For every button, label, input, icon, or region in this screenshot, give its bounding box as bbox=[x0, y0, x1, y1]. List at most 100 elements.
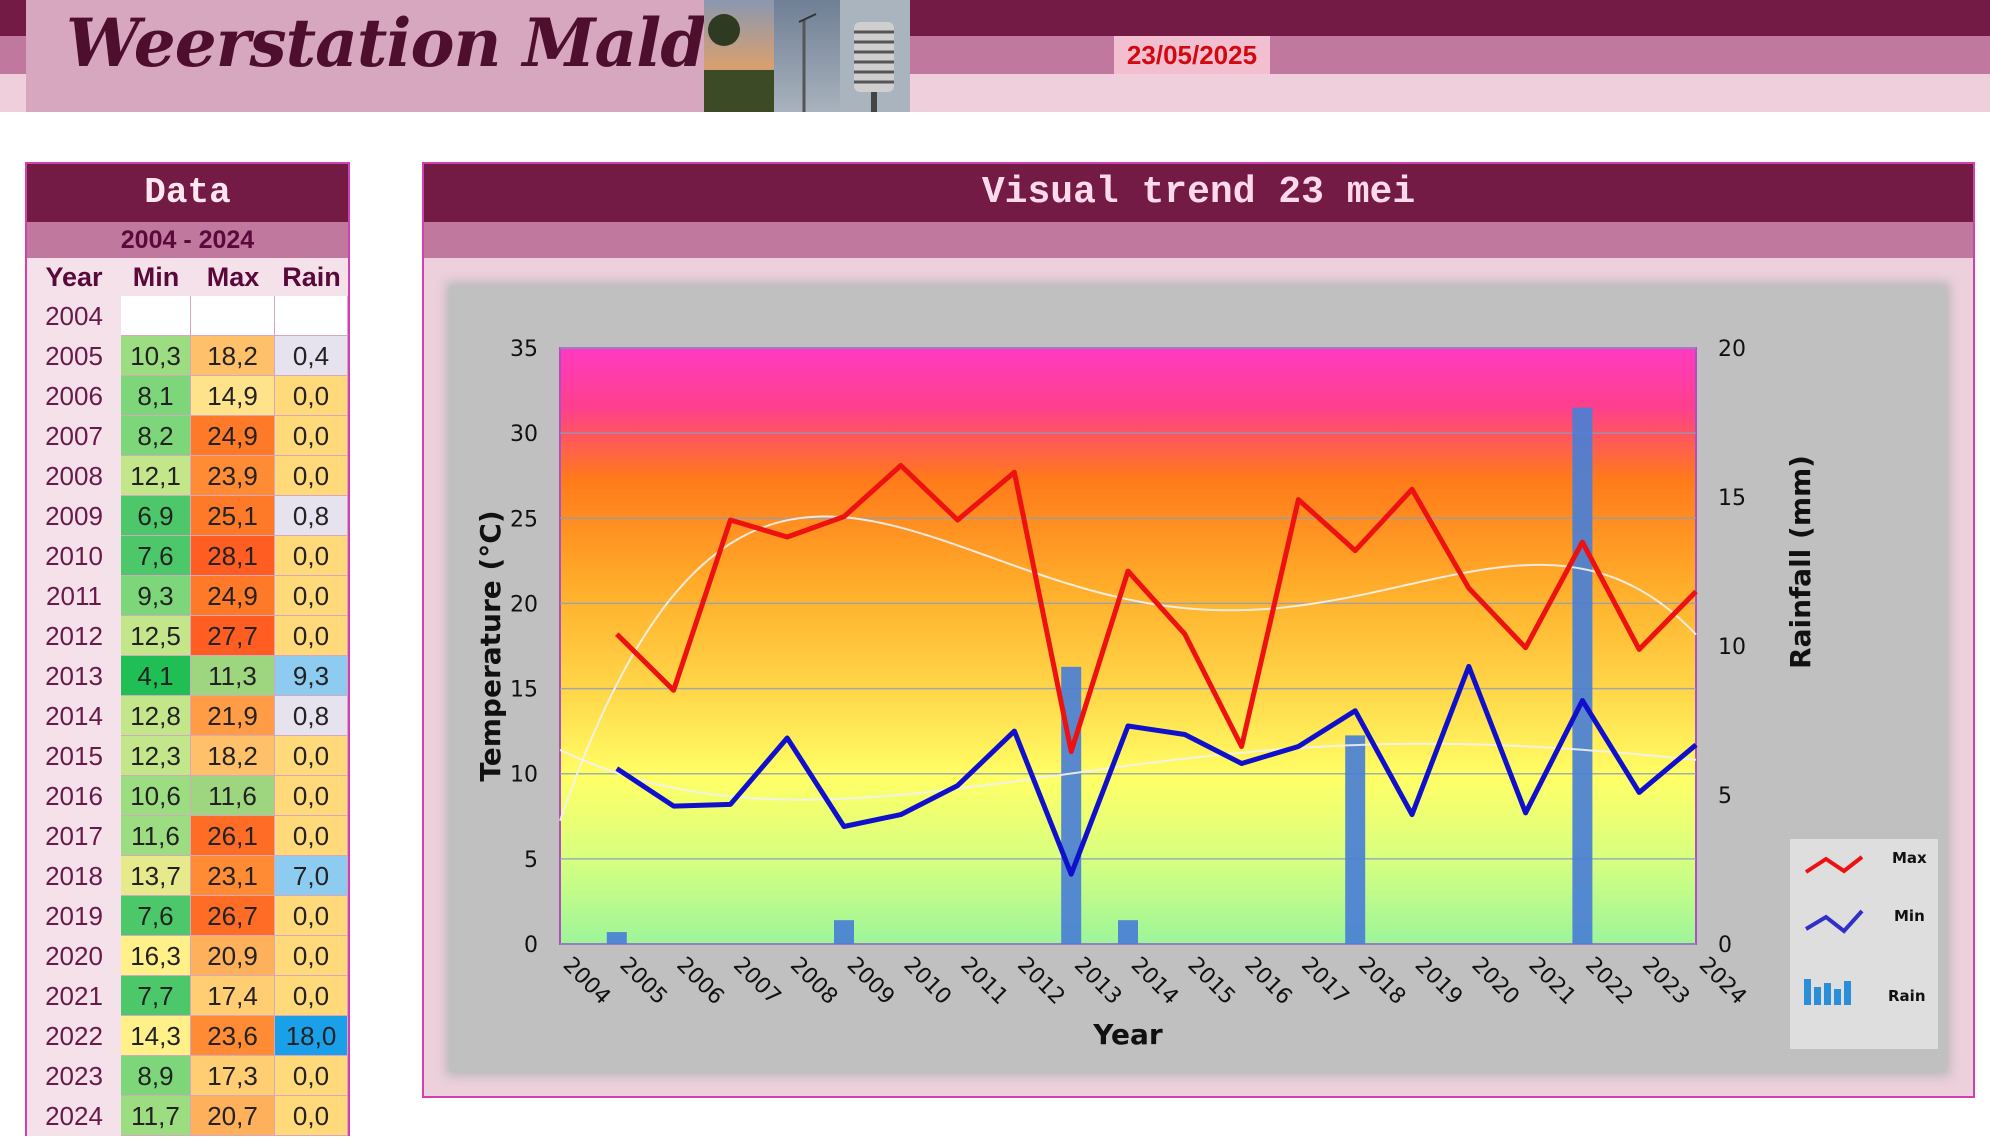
x-tick-label: 2015 bbox=[1183, 953, 1240, 1010]
x-tick-label: 2011 bbox=[955, 953, 1012, 1010]
cell-min: 11,6 bbox=[121, 816, 191, 856]
cell-year: 2006 bbox=[27, 376, 121, 416]
cell-max bbox=[191, 296, 275, 336]
chart-panel: Visual trend 23 mei 0 5 10 15 20 25 30 35 0 5 10 15… bbox=[422, 162, 1975, 1098]
cell-rain: 0,0 bbox=[275, 1096, 348, 1136]
cell-max: 11,3 bbox=[191, 656, 275, 696]
col-header-rain: Rain bbox=[282, 262, 341, 292]
cell-rain: 0,0 bbox=[275, 936, 348, 976]
cell-rain: 0,0 bbox=[275, 416, 348, 456]
cell-year: 2007 bbox=[27, 416, 121, 456]
cell-rain: 0,0 bbox=[275, 376, 348, 416]
cell-rain: 0,0 bbox=[275, 776, 348, 816]
data-table-panel: Data 2004 - 2024 Year Min Max Rain 2004 2… bbox=[25, 162, 350, 1136]
x-tick-label: 2013 bbox=[1069, 953, 1126, 1010]
x-tick-label: 2005 bbox=[615, 953, 672, 1010]
y2-tick-label: 5 bbox=[1718, 784, 1732, 809]
cell-min: 12,8 bbox=[121, 696, 191, 736]
col-header-min: Min bbox=[132, 262, 180, 292]
y-tick-label: 20 bbox=[510, 592, 538, 617]
cell-year: 2020 bbox=[27, 936, 121, 976]
table-row: 2009 6,9 25,1 0,8 bbox=[27, 496, 348, 536]
table-row: 2013 4,1 11,3 9,3 bbox=[27, 656, 348, 696]
table-row: 2010 7,6 28,1 0,0 bbox=[27, 536, 348, 576]
cell-min: 12,3 bbox=[121, 736, 191, 776]
cell-year: 2011 bbox=[27, 576, 121, 616]
cell-year: 2010 bbox=[27, 536, 121, 576]
data-table-title: Data bbox=[27, 164, 348, 222]
y2-tick-label: 0 bbox=[1718, 933, 1732, 958]
x-tick-label: 2023 bbox=[1637, 953, 1694, 1010]
cell-rain: 0,8 bbox=[275, 696, 348, 736]
cell-min: 8,9 bbox=[121, 1056, 191, 1096]
station-photo bbox=[704, 0, 910, 112]
data-table-range: 2004 - 2024 bbox=[27, 222, 348, 258]
cell-max: 24,9 bbox=[191, 576, 275, 616]
cell-year: 2024 bbox=[27, 1096, 121, 1136]
cell-max: 27,7 bbox=[191, 616, 275, 656]
table-row: 2005 10,3 18,2 0,4 bbox=[27, 336, 348, 376]
chart-area: 0 5 10 15 20 25 30 35 0 5 10 15 20 2004 2005 2006 2007 20… bbox=[450, 286, 1946, 1072]
table-row: 2018 13,7 23,1 7,0 bbox=[27, 856, 348, 896]
cell-rain: 0,0 bbox=[275, 976, 348, 1016]
x-axis-title: Year bbox=[1092, 1018, 1163, 1051]
max-trendline bbox=[559, 515, 1697, 822]
cell-max: 23,1 bbox=[191, 856, 275, 896]
cell-min: 10,3 bbox=[121, 336, 191, 376]
cell-year: 2016 bbox=[27, 776, 121, 816]
col-header-max: Max bbox=[206, 262, 260, 292]
cell-min: 9,3 bbox=[121, 576, 191, 616]
cell-min: 8,1 bbox=[121, 376, 191, 416]
cell-max: 17,4 bbox=[191, 976, 275, 1016]
x-tick-label: 2004 bbox=[558, 953, 615, 1010]
rain-bar bbox=[1572, 407, 1593, 945]
cell-year: 2012 bbox=[27, 616, 121, 656]
table-row: 2015 12,3 18,2 0,0 bbox=[27, 736, 348, 776]
cell-max: 20,9 bbox=[191, 936, 275, 976]
y-tick-label: 15 bbox=[510, 678, 538, 703]
cell-rain: 7,0 bbox=[275, 856, 348, 896]
cell-year: 2019 bbox=[27, 896, 121, 936]
x-tick-label: 2014 bbox=[1126, 953, 1183, 1010]
y2-tick-label: 10 bbox=[1718, 635, 1746, 660]
cell-max: 17,3 bbox=[191, 1056, 275, 1096]
y-axis-title: Temperature (°C) bbox=[474, 510, 507, 781]
cell-year: 2021 bbox=[27, 976, 121, 1016]
cell-year: 2013 bbox=[27, 656, 121, 696]
y2-tick-label: 20 bbox=[1718, 337, 1746, 362]
cell-min: 10,6 bbox=[121, 776, 191, 816]
cell-year: 2014 bbox=[27, 696, 121, 736]
rain-bar bbox=[606, 932, 627, 944]
cell-min: 11,7 bbox=[121, 1096, 191, 1136]
cell-min: 12,5 bbox=[121, 616, 191, 656]
cell-rain: 0,0 bbox=[275, 576, 348, 616]
table-row: 2008 12,1 23,9 0,0 bbox=[27, 456, 348, 496]
cell-max: 18,2 bbox=[191, 736, 275, 776]
y-tick-label: 35 bbox=[510, 337, 538, 362]
cell-year: 2009 bbox=[27, 496, 121, 536]
cell-rain: 0,0 bbox=[275, 1056, 348, 1096]
table-row: 2023 8,9 17,3 0,0 bbox=[27, 1056, 348, 1096]
station-photo-image bbox=[704, 0, 910, 112]
legend-max-swatch bbox=[1804, 855, 1864, 874]
cell-max: 23,9 bbox=[191, 456, 275, 496]
legend-rain-swatch-bar bbox=[1824, 983, 1831, 1005]
cell-year: 2008 bbox=[27, 456, 121, 496]
x-tick-label: 2012 bbox=[1012, 953, 1069, 1010]
cell-max: 11,6 bbox=[191, 776, 275, 816]
cell-year: 2005 bbox=[27, 336, 121, 376]
cell-max: 26,7 bbox=[191, 896, 275, 936]
x-tick-label: 2022 bbox=[1580, 953, 1637, 1010]
x-tick-label: 2016 bbox=[1239, 953, 1296, 1010]
max-series-line bbox=[615, 463, 1698, 755]
cell-min: 6,9 bbox=[121, 496, 191, 536]
cell-rain: 0,4 bbox=[275, 336, 348, 376]
cell-rain: 0,0 bbox=[275, 816, 348, 856]
chart-title: Visual trend 23 mei bbox=[424, 164, 1973, 222]
cell-year: 2004 bbox=[27, 296, 121, 336]
x-tick-label: 2021 bbox=[1523, 953, 1580, 1010]
legend-rain-swatch-bar bbox=[1804, 979, 1811, 1005]
cell-max: 21,9 bbox=[191, 696, 275, 736]
chart-subbar bbox=[424, 222, 1973, 258]
